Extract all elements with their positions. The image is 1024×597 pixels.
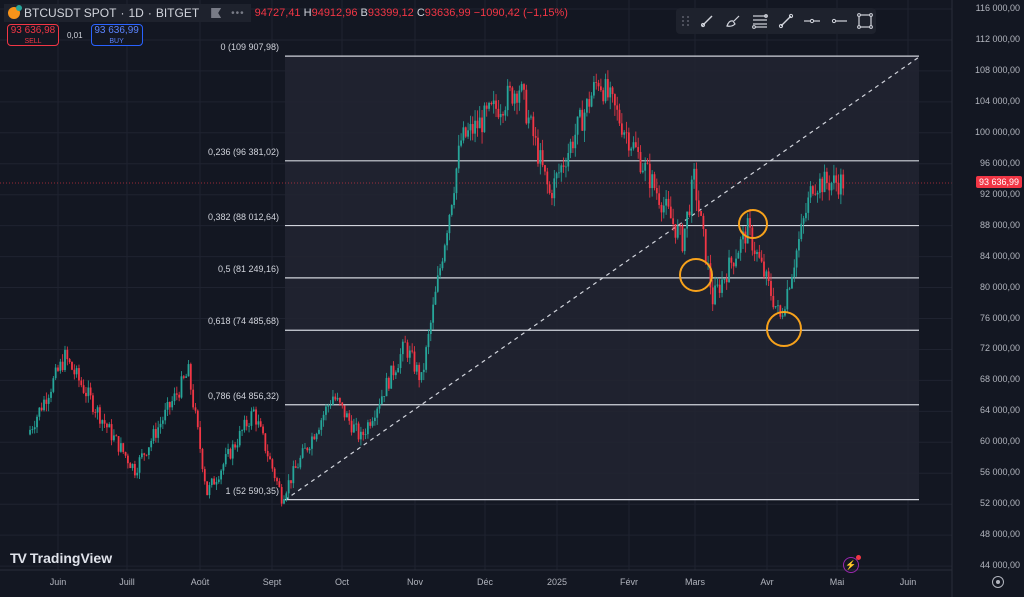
spread-value: 0,01 xyxy=(67,30,83,40)
time-tick: Déc xyxy=(476,577,494,587)
time-tick: 2025 xyxy=(546,577,568,587)
more-icon[interactable]: ••• xyxy=(231,7,245,19)
ohlc-change: −1090,42 (−1,15%) xyxy=(473,7,568,19)
chart-header: BTCUSDT SPOT · 1D · BITGET ••• 94727,41 … xyxy=(4,4,568,22)
price-tick: 112 000,00 xyxy=(975,33,1020,44)
tradingview-icon: TV xyxy=(10,550,27,566)
annotation-circle-2[interactable] xyxy=(738,209,768,239)
fib-trend-line[interactable] xyxy=(284,56,920,501)
horizontal-line-icon[interactable] xyxy=(801,10,823,32)
bitcoin-icon xyxy=(8,5,22,19)
price-tick: 60 000,00 xyxy=(979,436,1020,447)
fib-level-label: 0 (109 907,98) xyxy=(220,42,279,53)
time-tick: Août xyxy=(190,577,210,587)
price-tick: 56 000,00 xyxy=(979,467,1020,478)
time-tick: Mars xyxy=(685,577,705,587)
price-tick: 84 000,00 xyxy=(979,250,1020,261)
price-axis[interactable]: 116 000,00 112 000,00 108 000,00 104 000,00… xyxy=(952,0,1024,597)
ohlc-high: 94912,96 xyxy=(311,7,358,19)
ohlc-open: 94727,41 xyxy=(254,7,301,19)
price-tick: 44 000,00 xyxy=(979,560,1020,571)
current-price-badge: 93 636,99 xyxy=(975,176,1022,188)
sell-button[interactable]: 93 636,98 SELL xyxy=(7,24,59,46)
ohlc-values: 94727,41 H94912,96 B93399,12 C93636,99 −… xyxy=(254,7,568,19)
fib-level-label: 0,618 (74 485,68) xyxy=(207,316,279,327)
interval[interactable]: 1D xyxy=(128,6,144,20)
price-tick: 104 000,00 xyxy=(974,95,1020,106)
time-tick: Juin xyxy=(899,577,917,587)
tradingview-logo[interactable]: TV TradingView xyxy=(10,550,113,566)
price-tick: 80 000,00 xyxy=(979,281,1020,292)
line-segment-icon[interactable] xyxy=(775,10,797,32)
annotation-circle-3[interactable] xyxy=(766,311,802,347)
settings-gear-icon[interactable] xyxy=(992,576,1004,588)
horizontal-ray-icon[interactable] xyxy=(827,10,849,32)
time-tick: Sept xyxy=(262,577,282,587)
ohlc-close: 93636,99 xyxy=(424,7,471,19)
exchange: BITGET xyxy=(155,6,200,20)
time-tick: Oct xyxy=(334,577,350,587)
price-tick: 96 000,00 xyxy=(979,157,1020,168)
annotation-circle-1[interactable] xyxy=(679,258,713,292)
price-tick: 88 000,00 xyxy=(979,219,1020,230)
price-tick: 72 000,00 xyxy=(979,343,1020,354)
time-tick: Avr xyxy=(760,577,774,587)
fib-retracement-icon[interactable] xyxy=(749,10,771,32)
time-tick: Févr xyxy=(620,577,638,587)
symbol-selector[interactable]: BTCUSDT SPOT · 1D · BITGET ••• xyxy=(4,4,251,22)
price-tick: 52 000,00 xyxy=(979,498,1020,509)
ohlc-low: 93399,12 xyxy=(367,7,414,19)
trade-panel: 93 636,98 SELL 0,01 93 636,99 BUY xyxy=(7,24,143,46)
fib-level-label: 0,382 (88 012,64) xyxy=(207,211,279,222)
time-tick: Mai xyxy=(829,577,845,587)
lightning-alert-icon[interactable]: ⚡ xyxy=(843,555,861,573)
price-tick: 116 000,00 xyxy=(975,3,1020,13)
drag-handle-icon[interactable] xyxy=(680,10,692,32)
price-tick: 100 000,00 xyxy=(974,126,1020,137)
brush-icon[interactable] xyxy=(722,10,744,32)
symbol-name: BTCUSDT SPOT xyxy=(24,6,117,20)
fib-level-label: 0,236 (96 381,02) xyxy=(207,146,279,157)
time-tick: Juin xyxy=(49,577,67,587)
time-tick: Juill xyxy=(119,577,135,587)
price-tick: 68 000,00 xyxy=(979,374,1020,385)
price-tick: 76 000,00 xyxy=(979,312,1020,323)
rectangle-icon[interactable] xyxy=(854,10,876,32)
time-tick: Nov xyxy=(406,577,424,587)
candlestick-series xyxy=(29,70,845,507)
trend-line-icon[interactable] xyxy=(696,10,718,32)
fib-level-lines[interactable] xyxy=(285,55,919,501)
price-tick: 48 000,00 xyxy=(979,529,1020,540)
price-tick: 108 000,00 xyxy=(974,64,1020,75)
flag-icon[interactable] xyxy=(211,8,222,18)
fib-level-label: 0,786 (64 856,32) xyxy=(207,390,279,401)
price-tick: 92 000,00 xyxy=(979,188,1020,199)
buy-button[interactable]: 93 636,99 BUY xyxy=(90,24,143,46)
fib-level-label: 0,5 (81 249,16) xyxy=(217,263,279,274)
price-tick: 64 000,00 xyxy=(979,405,1020,416)
fib-level-label: 1 (52 590,35) xyxy=(225,485,279,496)
drawing-toolbar xyxy=(676,8,876,34)
